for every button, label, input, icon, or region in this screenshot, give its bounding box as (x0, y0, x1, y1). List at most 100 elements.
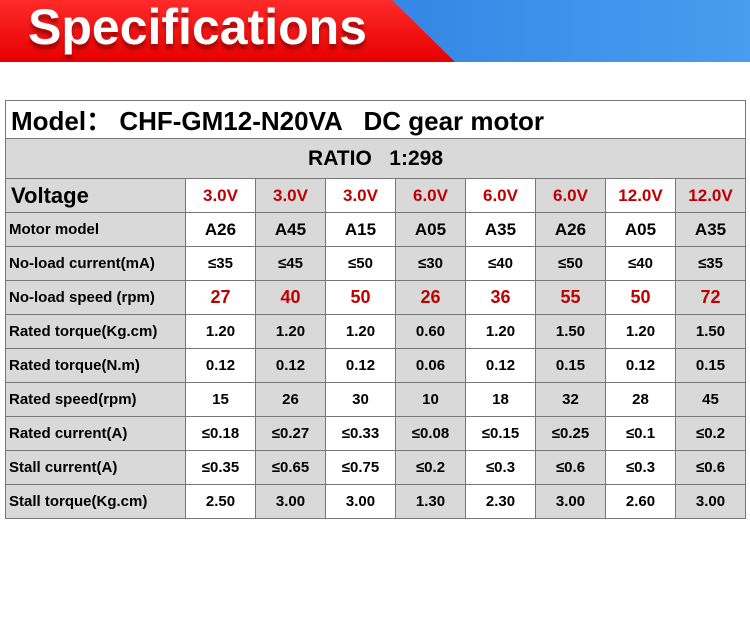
cell: ≤0.08 (395, 416, 466, 451)
spec-row: Motor model A26 A45 A15 A05 A35 A26 A05 A35 (5, 212, 747, 247)
cell: ≤0.2 (395, 450, 466, 485)
voltage-label: Voltage (5, 178, 186, 213)
cell: A26 (535, 212, 606, 247)
row-label: Rated speed(rpm) (5, 382, 186, 417)
spec-row: No-load speed (rpm) 27 40 50 26 36 55 50 72 (5, 280, 747, 315)
cell: 55 (535, 280, 606, 315)
cell: 30 (325, 382, 396, 417)
banner-title: Specifications (28, 0, 367, 55)
cell: ≤50 (325, 246, 396, 281)
voltage-row: Voltage 3.0V 3.0V 3.0V 6.0V 6.0V 6.0V 12.0V 12.0… (5, 178, 747, 213)
cell: 50 (325, 280, 396, 315)
cell: 0.06 (395, 348, 466, 383)
cell: ≤0.1 (605, 416, 676, 451)
cell: 0.15 (674, 348, 747, 383)
cell: 1.20 (185, 314, 256, 349)
voltage: 6.0V (535, 178, 606, 213)
cell: 3.00 (674, 484, 747, 519)
cell: 1.20 (325, 314, 396, 349)
row-label: No-load speed (rpm) (5, 280, 186, 315)
cell: ≤0.3 (465, 450, 536, 485)
cell: 32 (535, 382, 606, 417)
cell: ≤40 (465, 246, 536, 281)
cell: 2.30 (465, 484, 536, 519)
cell: 3.00 (255, 484, 326, 519)
voltage: 3.0V (325, 178, 396, 213)
cell: ≤45 (255, 246, 326, 281)
cell: 28 (605, 382, 676, 417)
cell: A26 (185, 212, 256, 247)
cell: 45 (674, 382, 747, 417)
cell: ≤30 (395, 246, 466, 281)
cell: A05 (605, 212, 676, 247)
cell: 0.60 (395, 314, 466, 349)
model: Model： CHF-GM12-N20VA DC gear motor (4, 100, 747, 139)
cell: ≤0.2 (674, 416, 747, 451)
row-label: Motor model (5, 212, 186, 247)
voltage: 6.0V (395, 178, 466, 213)
voltage: 3.0V (255, 178, 326, 213)
ratio-row: RATIO 1:298 (4, 138, 747, 179)
cell: ≤0.6 (535, 450, 606, 485)
row-label: Rated torque(Kg.cm) (5, 314, 186, 349)
cell: 1.30 (395, 484, 466, 519)
cell: ≤35 (674, 246, 747, 281)
cell: 26 (395, 280, 466, 315)
cell: 1.20 (465, 314, 536, 349)
row-label: Stall torque(Kg.cm) (5, 484, 186, 519)
cell: 72 (674, 280, 747, 315)
voltage: 6.0V (465, 178, 536, 213)
cell: 27 (185, 280, 256, 315)
ratio: RATIO 1:298 (4, 138, 747, 179)
voltage: 12.0V (674, 178, 747, 213)
spec-row: No-load current(mA) ≤35 ≤45 ≤50 ≤30 ≤40 ≤50 ≤40… (5, 246, 747, 281)
cell: ≤35 (185, 246, 256, 281)
cell: ≤0.35 (185, 450, 256, 485)
spec-row: Rated torque(Kg.cm) 1.20 1.20 1.20 0.60 1.20 1… (5, 314, 747, 349)
row-label: Stall current(A) (5, 450, 186, 485)
cell: 1.20 (255, 314, 326, 349)
cell: A45 (255, 212, 326, 247)
spec-row: Stall torque(Kg.cm) 2.50 3.00 3.00 1.30 2.30 3… (5, 484, 747, 519)
spec-row: Rated current(A) ≤0.18 ≤0.27 ≤0.33 ≤0.08 ≤0.1… (5, 416, 747, 451)
model-row: Model： CHF-GM12-N20VA DC gear motor (4, 100, 747, 139)
cell: ≤0.6 (674, 450, 747, 485)
spec-row: Stall current(A) ≤0.35 ≤0.65 ≤0.75 ≤0.2 ≤0.3 ≤… (5, 450, 747, 485)
spec-row: Rated speed(rpm) 15 26 30 10 18 32 28 45 (5, 382, 747, 417)
spec-table: Model： CHF-GM12-N20VA DC gear motor RATI… (4, 100, 747, 519)
voltage: 12.0V (605, 178, 676, 213)
row-label: Rated torque(N.m) (5, 348, 186, 383)
cell: 1.50 (535, 314, 606, 349)
cell: ≤0.65 (255, 450, 326, 485)
row-label: Rated current(A) (5, 416, 186, 451)
spec-row: Rated torque(N.m) 0.12 0.12 0.12 0.06 0.12 0.1… (5, 348, 747, 383)
cell: 15 (185, 382, 256, 417)
row-label: No-load current(mA) (5, 246, 186, 281)
cell: 3.00 (535, 484, 606, 519)
cell: 26 (255, 382, 326, 417)
cell: ≤0.3 (605, 450, 676, 485)
cell: 0.12 (605, 348, 676, 383)
cell: ≤0.33 (325, 416, 396, 451)
cell: 0.12 (255, 348, 326, 383)
cell: 0.12 (465, 348, 536, 383)
cell: 10 (395, 382, 466, 417)
cell: 36 (465, 280, 536, 315)
voltage: 3.0V (185, 178, 256, 213)
cell: ≤0.15 (465, 416, 536, 451)
cell: 18 (465, 382, 536, 417)
cell: 0.12 (325, 348, 396, 383)
cell: ≤0.27 (255, 416, 326, 451)
cell: 1.50 (674, 314, 747, 349)
table-body: Model： CHF-GM12-N20VA DC gear motor RATI… (4, 100, 747, 519)
cell: 3.00 (325, 484, 396, 519)
cell: A15 (325, 212, 396, 247)
cell: A05 (395, 212, 466, 247)
cell: 0.15 (535, 348, 606, 383)
cell: ≤0.18 (185, 416, 256, 451)
cell: ≤50 (535, 246, 606, 281)
banner-red (0, 0, 455, 62)
banner: Specifications (0, 0, 750, 62)
cell: A35 (465, 212, 536, 247)
cell: 0.12 (185, 348, 256, 383)
